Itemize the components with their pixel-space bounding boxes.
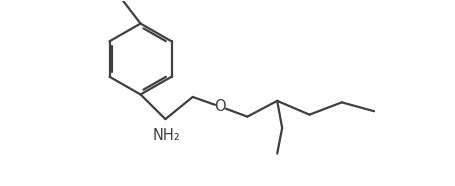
Text: NH₂: NH₂ bbox=[152, 128, 180, 143]
Text: O: O bbox=[214, 99, 226, 114]
